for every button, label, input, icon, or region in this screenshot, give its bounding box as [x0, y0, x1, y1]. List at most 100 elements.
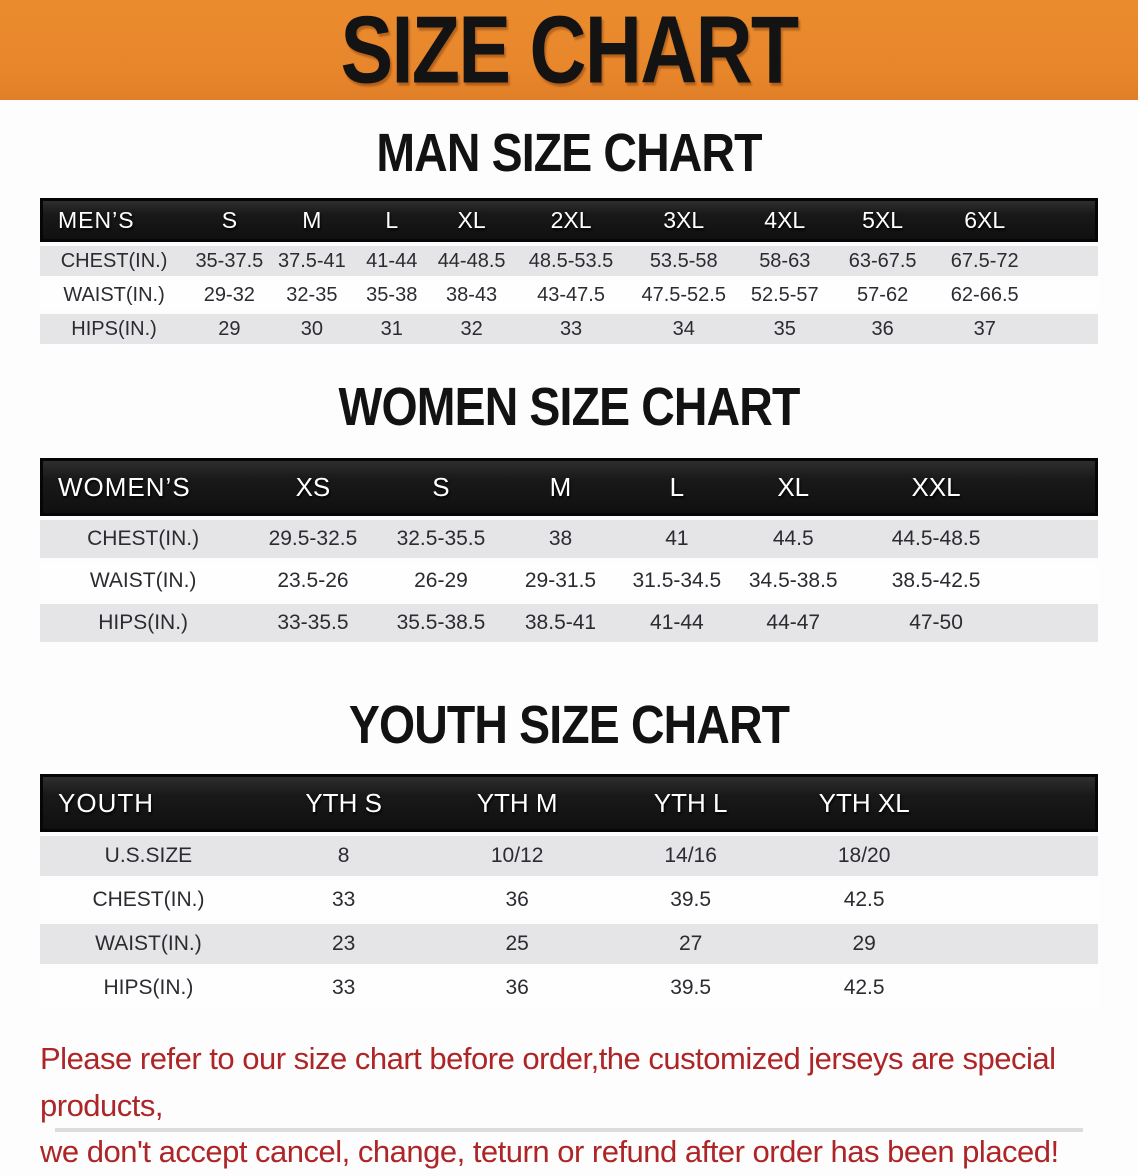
- filler-cell: [1035, 198, 1098, 242]
- disclaimer-line-1: Please refer to our size chart before or…: [40, 1041, 1056, 1123]
- row-label-cell: HIPS(IN.): [40, 314, 189, 344]
- banner-title: SIZE CHART: [340, 0, 800, 104]
- value-cell: 33: [512, 314, 630, 344]
- value-cell: 52.5-57: [738, 280, 832, 310]
- women-section-heading: WOMEN SIZE CHART: [338, 377, 801, 437]
- filler-cell: [950, 836, 1098, 876]
- value-cell: 36: [430, 968, 604, 1008]
- women-header-row: WOMEN’S XS S M L XL XXL: [40, 458, 1098, 516]
- value-cell: 14/16: [603, 836, 778, 876]
- filler-cell: [1035, 246, 1098, 276]
- value-cell: 42.5: [777, 968, 951, 1008]
- value-cell: 27: [603, 924, 778, 964]
- filler-cell: [1020, 562, 1098, 600]
- size-header-cell: 6XL: [933, 198, 1036, 242]
- row-label-cell: WAIST(IN.): [40, 562, 247, 600]
- size-header-cell: XL: [430, 198, 513, 242]
- size-header-cell: YTH XL: [777, 774, 951, 832]
- value-cell: 33-35.5: [246, 604, 380, 642]
- value-cell: 39.5: [603, 968, 778, 1008]
- filler-cell: [1020, 458, 1098, 516]
- value-cell: 47-50: [851, 604, 1021, 642]
- size-header-cell: 4XL: [738, 198, 832, 242]
- value-cell: 35-38: [353, 280, 431, 310]
- value-cell: 31: [353, 314, 431, 344]
- value-cell: 44.5: [735, 520, 852, 558]
- value-cell: 26-29: [379, 562, 503, 600]
- value-cell: 35-37.5: [188, 246, 271, 276]
- size-header-cell: S: [188, 198, 271, 242]
- value-cell: 53.5-58: [629, 246, 739, 276]
- men-chest-row: CHEST(IN.) 35-37.5 37.5-41 41-44 44-48.5…: [40, 246, 1098, 276]
- value-cell: 29: [777, 924, 951, 964]
- value-cell: 29: [188, 314, 271, 344]
- value-cell: 57-62: [831, 280, 934, 310]
- value-cell: 35: [738, 314, 832, 344]
- filler-cell: [1020, 520, 1098, 558]
- filler-cell: [950, 924, 1098, 964]
- value-cell: 29.5-32.5: [246, 520, 380, 558]
- youth-header-row: YOUTH YTH S YTH M YTH L YTH XL: [40, 774, 1098, 832]
- youth-hips-row: HIPS(IN.) 33 36 39.5 42.5: [40, 968, 1098, 1008]
- row-label-cell: WAIST(IN.): [40, 924, 257, 964]
- value-cell: 43-47.5: [512, 280, 630, 310]
- value-cell: 18/20: [777, 836, 951, 876]
- value-cell: 38: [502, 520, 619, 558]
- value-cell: 41-44: [353, 246, 431, 276]
- value-cell: 35.5-38.5: [379, 604, 503, 642]
- size-header-cell: L: [618, 458, 736, 516]
- value-cell: 32-35: [270, 280, 354, 310]
- bottom-edge-strip: [55, 1128, 1083, 1132]
- youth-chest-row: CHEST(IN.) 33 36 39.5 42.5: [40, 880, 1098, 920]
- value-cell: 44.5-48.5: [851, 520, 1021, 558]
- man-section-heading: MAN SIZE CHART: [376, 123, 762, 183]
- value-cell: 38.5-42.5: [851, 562, 1021, 600]
- men-corner-cell: MEN’S: [40, 198, 189, 242]
- size-header-cell: YTH S: [256, 774, 431, 832]
- value-cell: 29-32: [188, 280, 271, 310]
- value-cell: 38.5-41: [502, 604, 619, 642]
- youth-section-heading-wrap: YOUTH SIZE CHART: [0, 698, 1138, 752]
- value-cell: 8: [256, 836, 431, 876]
- value-cell: 41-44: [618, 604, 736, 642]
- men-header-row: MEN’S S M L XL 2XL 3XL 4XL 5XL 6XL: [40, 198, 1098, 242]
- value-cell: 31.5-34.5: [618, 562, 736, 600]
- size-header-cell: XS: [246, 458, 380, 516]
- row-label-cell: HIPS(IN.): [40, 604, 247, 642]
- women-waist-row: WAIST(IN.) 23.5-26 26-29 29-31.5 31.5-34…: [40, 562, 1098, 600]
- value-cell: 34: [629, 314, 739, 344]
- size-header-cell: XL: [735, 458, 852, 516]
- filler-cell: [1035, 314, 1098, 344]
- value-cell: 25: [430, 924, 604, 964]
- value-cell: 23.5-26: [246, 562, 380, 600]
- value-cell: 41: [618, 520, 736, 558]
- size-header-cell: XXL: [851, 458, 1021, 516]
- filler-cell: [1035, 280, 1098, 310]
- size-header-cell: YTH M: [430, 774, 604, 832]
- value-cell: 37.5-41: [270, 246, 354, 276]
- value-cell: 42.5: [777, 880, 951, 920]
- value-cell: 30: [270, 314, 354, 344]
- size-chart-banner: SIZE CHART: [0, 0, 1138, 100]
- value-cell: 36: [430, 880, 604, 920]
- women-corner-cell: WOMEN’S: [40, 458, 247, 516]
- value-cell: 33: [256, 880, 431, 920]
- value-cell: 67.5-72: [933, 246, 1036, 276]
- value-cell: 39.5: [603, 880, 778, 920]
- filler-cell: [1020, 604, 1098, 642]
- value-cell: 10/12: [430, 836, 604, 876]
- row-label-cell: WAIST(IN.): [40, 280, 189, 310]
- row-label-cell: U.S.SIZE: [40, 836, 257, 876]
- size-header-cell: 3XL: [629, 198, 739, 242]
- men-waist-row: WAIST(IN.) 29-32 32-35 35-38 38-43 43-47…: [40, 280, 1098, 310]
- size-header-cell: L: [353, 198, 431, 242]
- men-hips-row: HIPS(IN.) 29 30 31 32 33 34 35 36 37: [40, 314, 1098, 344]
- row-label-cell: CHEST(IN.): [40, 246, 189, 276]
- size-header-cell: YTH L: [603, 774, 778, 832]
- youth-waist-row: WAIST(IN.) 23 25 27 29: [40, 924, 1098, 964]
- youth-section-heading: YOUTH SIZE CHART: [348, 695, 790, 755]
- value-cell: 36: [831, 314, 934, 344]
- filler-cell: [950, 880, 1098, 920]
- women-hips-row: HIPS(IN.) 33-35.5 35.5-38.5 38.5-41 41-4…: [40, 604, 1098, 642]
- disclaimer-text: Please refer to our size chart before or…: [40, 1036, 1102, 1176]
